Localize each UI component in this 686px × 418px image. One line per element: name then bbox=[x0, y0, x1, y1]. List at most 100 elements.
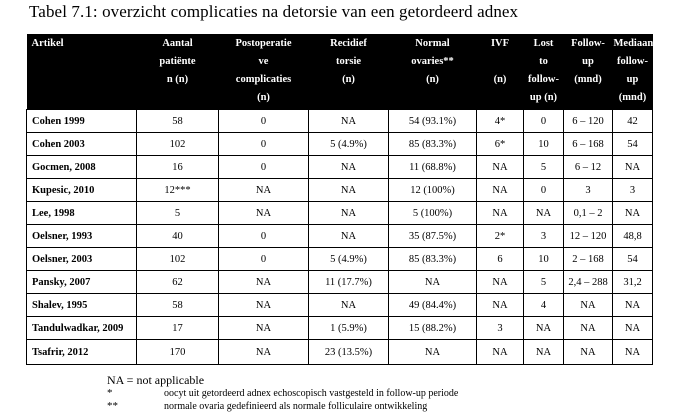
table-cell: NA bbox=[612, 201, 653, 225]
column-header-5: IVF (n) bbox=[476, 34, 524, 110]
column-header-line: IVF bbox=[490, 38, 510, 49]
table-body: Cohen 1999 58 0 NA 54 (93.1%) 4* 0 6 – 120 42 Coh… bbox=[26, 109, 653, 365]
table-cell: 35 (87.5%) bbox=[388, 224, 477, 248]
column-header-7: Follow-up (mnd) bbox=[563, 34, 613, 110]
column-header-3: Recidief torsie (n) bbox=[308, 34, 389, 110]
table-row: Shalev, 1995 58 NA NA 49 (84.4%) NA 4 NA NA bbox=[26, 293, 653, 317]
table-cell: 54 bbox=[612, 132, 653, 156]
table-cell: 102 bbox=[136, 132, 219, 156]
table-cell: 4* bbox=[476, 109, 524, 133]
table-cell: 54 bbox=[612, 247, 653, 271]
table-cell: NA bbox=[218, 316, 309, 340]
table-cell: 23 (13.5%) bbox=[308, 339, 389, 365]
footnote-double-star-text: normale ovaria gedefinieerd als normale … bbox=[164, 401, 428, 412]
table-cell: 58 bbox=[136, 293, 219, 317]
table-cell: NA bbox=[218, 270, 309, 294]
article-cell: Gocmen, 2008 bbox=[26, 155, 137, 179]
table-cell: 3 bbox=[523, 224, 564, 248]
column-header-line: up bbox=[626, 74, 639, 85]
table-cell: 6 – 12 bbox=[563, 155, 613, 179]
table-cell: NA bbox=[563, 339, 613, 365]
column-header-line: Follow- bbox=[571, 38, 605, 49]
table-cell: 11 (17.7%) bbox=[308, 270, 389, 294]
table-row: Lee, 1998 5 NA NA 5 (100%) NA NA 0,1 – 2 NA bbox=[26, 201, 653, 225]
column-header-line: (n) bbox=[257, 92, 270, 103]
table-cell: 2,4 – 288 bbox=[563, 270, 613, 294]
column-header-line: complicaties bbox=[235, 74, 292, 85]
table-cell: 0 bbox=[218, 132, 309, 156]
table-cell: 42 bbox=[612, 109, 653, 133]
table-title: Tabel 7.1: overzicht complicaties na det… bbox=[29, 2, 519, 21]
column-header-line: follow- bbox=[617, 56, 648, 67]
header-row: Artikel Aantal patiënte n (n) Postoperatie ve… bbox=[26, 34, 654, 110]
table-cell: 3 bbox=[612, 178, 653, 202]
footnote-double-star-symbol: ** bbox=[107, 400, 118, 412]
column-header-line: Normal bbox=[415, 38, 450, 49]
table-row: Tandulwadkar, 2009 17 NA 1 (5.9%) 15 (88.2%)… bbox=[26, 316, 653, 340]
table-row: Oelsner, 2003 102 0 5 (4.9%) 85 (83.3%) 6 10 2 … bbox=[26, 247, 653, 271]
column-header-0: Artikel bbox=[26, 34, 137, 110]
table-cell: 2* bbox=[476, 224, 524, 248]
table-cell: 0 bbox=[218, 224, 309, 248]
table-cell: 6 – 120 bbox=[563, 109, 613, 133]
article-cell: Tsafrir, 2012 bbox=[26, 339, 137, 365]
table-cell: 58 bbox=[136, 109, 219, 133]
table-cell: 62 bbox=[136, 270, 219, 294]
column-header-line: (mnd) bbox=[618, 92, 647, 103]
table-cell: 11 (68.8%) bbox=[388, 155, 477, 179]
column-header-line: ve bbox=[258, 56, 269, 67]
article-cell: Cohen 2003 bbox=[26, 132, 137, 156]
table-cell: NA bbox=[563, 316, 613, 340]
column-header-line: Aantal bbox=[162, 38, 193, 49]
table-cell: 0 bbox=[218, 247, 309, 271]
article-cell: Tandulwadkar, 2009 bbox=[26, 316, 137, 340]
footnote-na-text: NA = not applicable bbox=[107, 373, 205, 387]
table-row: Oelsner, 1993 40 0 NA 35 (87.5%) 2* 3 12 – 120 4… bbox=[26, 224, 653, 248]
table-cell: NA bbox=[218, 293, 309, 317]
table-cell: 10 bbox=[523, 247, 564, 271]
column-header-line: Lost bbox=[533, 38, 554, 49]
table-cell: 85 (83.3%) bbox=[388, 247, 477, 271]
table-cell: NA bbox=[612, 339, 653, 365]
table-cell: NA bbox=[218, 178, 309, 202]
table-cell: 0 bbox=[218, 109, 309, 133]
table-cell: NA bbox=[388, 270, 477, 294]
table-cell: NA bbox=[476, 293, 524, 317]
column-header-line: Artikel bbox=[31, 38, 64, 49]
table-cell: 12*** bbox=[136, 178, 219, 202]
table-cell: NA bbox=[308, 109, 389, 133]
table-row: Cohen 1999 58 0 NA 54 (93.1%) 4* 0 6 – 120 42 bbox=[26, 109, 653, 133]
table-cell: 12 (100%) bbox=[388, 178, 477, 202]
table-cell: 5 bbox=[523, 270, 564, 294]
footnote-star-symbol: * bbox=[107, 387, 113, 399]
table-cell: 16 bbox=[136, 155, 219, 179]
table-cell: NA bbox=[218, 339, 309, 365]
column-header-line: patiënte bbox=[159, 56, 196, 67]
column-header-line: (mnd) bbox=[574, 74, 602, 85]
column-header-line: (n) bbox=[342, 74, 355, 85]
column-header-4: Normal ovaries** (n) bbox=[388, 34, 477, 110]
table-cell: 17 bbox=[136, 316, 219, 340]
table-cell: 5 bbox=[523, 155, 564, 179]
table-cell: 0 bbox=[218, 155, 309, 179]
column-header-line: ovaries** bbox=[411, 56, 454, 67]
column-header-line: Mediaan bbox=[613, 38, 654, 49]
table-cell: NA bbox=[523, 339, 564, 365]
column-header-line: torsie bbox=[335, 56, 362, 67]
table-cell: 3 bbox=[476, 316, 524, 340]
table-cell: 6 bbox=[476, 247, 524, 271]
table-cell: NA bbox=[476, 201, 524, 225]
table-cell: 0 bbox=[523, 109, 564, 133]
table-cell: NA bbox=[476, 178, 524, 202]
table-cell: 4 bbox=[523, 293, 564, 317]
article-cell: Oelsner, 2003 bbox=[26, 247, 137, 271]
table-cell: 2 – 168 bbox=[563, 247, 613, 271]
table-cell: 15 (88.2%) bbox=[388, 316, 477, 340]
table-cell: NA bbox=[523, 316, 564, 340]
table-cell: NA bbox=[308, 201, 389, 225]
column-header-line: to bbox=[539, 56, 548, 67]
table-cell: 85 (83.3%) bbox=[388, 132, 477, 156]
table-cell: 3 bbox=[563, 178, 613, 202]
column-header-line: up bbox=[582, 56, 594, 67]
column-header-line: (n) bbox=[426, 74, 439, 85]
